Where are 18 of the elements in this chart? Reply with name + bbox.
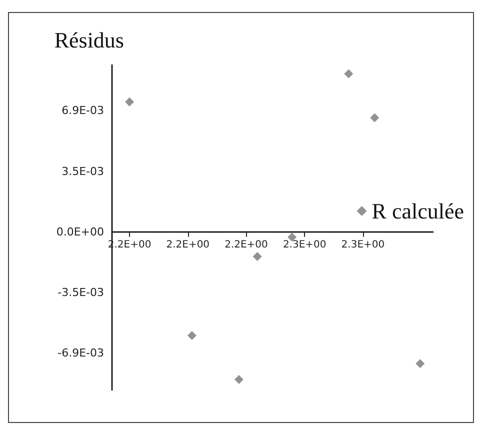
y-tick-label: 6.9E-03: [62, 104, 104, 118]
point: [416, 359, 425, 368]
y-tick-label: 3.5E-03: [62, 164, 104, 178]
point: [187, 331, 196, 340]
x-tick-label: 2.2E+00: [166, 239, 210, 250]
point: [252, 252, 262, 261]
y-tick-label: 0.0E+00: [56, 225, 104, 238]
y-axis-title: Résidus: [54, 28, 124, 52]
x-tick-label: 2.3E+00: [341, 239, 385, 250]
x-tick-label: 2.3E+00: [282, 239, 326, 250]
x-tick-label: 2.2E+00: [224, 239, 268, 250]
point: [370, 113, 380, 122]
point: [125, 97, 134, 106]
point: [234, 374, 244, 384]
y-tick-label: -3.5E-03: [58, 286, 104, 299]
legend-label: R calculée: [372, 198, 464, 224]
y-tick-label: -6.9E-03: [58, 346, 104, 360]
point: [344, 69, 354, 78]
